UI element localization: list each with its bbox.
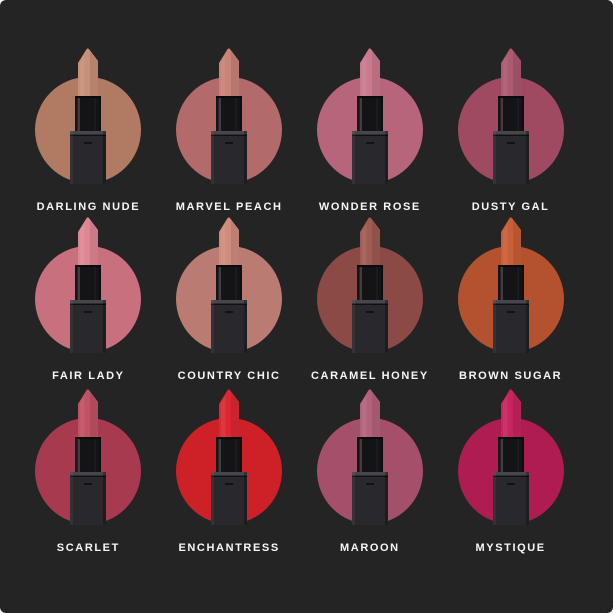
product-photo [441, 213, 581, 359]
lipstick-graphic [482, 46, 540, 186]
product-tile[interactable]: WONDER ROSE [300, 44, 441, 213]
shade-name: MAROON [340, 542, 400, 554]
shade-name: MYSTIQUE [475, 542, 546, 554]
lipstick-graphic [341, 46, 399, 186]
lipstick-graphic [200, 387, 258, 527]
shade-name: SCARLET [56, 542, 120, 554]
product-tile[interactable]: MYSTIQUE [440, 385, 581, 554]
product-tile[interactable]: CARAMEL HONEY [300, 213, 441, 385]
shade-name: CARAMEL HONEY [310, 370, 429, 382]
product-tile[interactable]: FAIR LADY [18, 213, 159, 385]
product-photo [18, 213, 158, 359]
shade-name: MARVEL PEACH [175, 201, 283, 213]
product-photo [441, 385, 581, 531]
lipstick-graphic [59, 46, 117, 186]
product-tile[interactable]: MAROON [300, 385, 441, 554]
product-tile[interactable]: COUNTRY CHIC [159, 213, 300, 385]
shade-name: DUSTY GAL [471, 201, 550, 213]
product-tile[interactable]: MARVEL PEACH [159, 44, 300, 213]
product-photo [159, 385, 299, 531]
shade-name: ENCHANTRESS [178, 542, 280, 554]
lipstick-graphic [341, 387, 399, 527]
product-photo [159, 44, 299, 190]
product-tile[interactable]: ENCHANTRESS [159, 385, 300, 554]
shade-grid: DARLING NUDE MARVEL PEACH WONDER ROSE DU… [18, 44, 581, 554]
shade-name: COUNTRY CHIC [177, 370, 281, 382]
product-photo [441, 44, 581, 190]
lipstick-graphic [200, 215, 258, 355]
product-photo [300, 385, 440, 531]
shade-name: BROWN SUGAR [459, 370, 563, 382]
lipstick-graphic [482, 387, 540, 527]
product-tile[interactable]: BROWN SUGAR [440, 213, 581, 385]
product-tile[interactable]: DARLING NUDE [18, 44, 159, 213]
product-photo [300, 44, 440, 190]
lipstick-graphic [341, 215, 399, 355]
lipstick-graphic [59, 215, 117, 355]
product-photo [18, 385, 158, 531]
product-tile[interactable]: DUSTY GAL [440, 44, 581, 213]
shade-name: FAIR LADY [52, 370, 125, 382]
product-photo [18, 44, 158, 190]
lipstick-graphic [200, 46, 258, 186]
product-photo [159, 213, 299, 359]
shade-name: DARLING NUDE [36, 201, 141, 213]
product-tile[interactable]: SCARLET [18, 385, 159, 554]
lipstick-graphic [59, 387, 117, 527]
shade-name: WONDER ROSE [318, 201, 421, 213]
lipstick-graphic [482, 215, 540, 355]
product-photo [300, 213, 440, 359]
